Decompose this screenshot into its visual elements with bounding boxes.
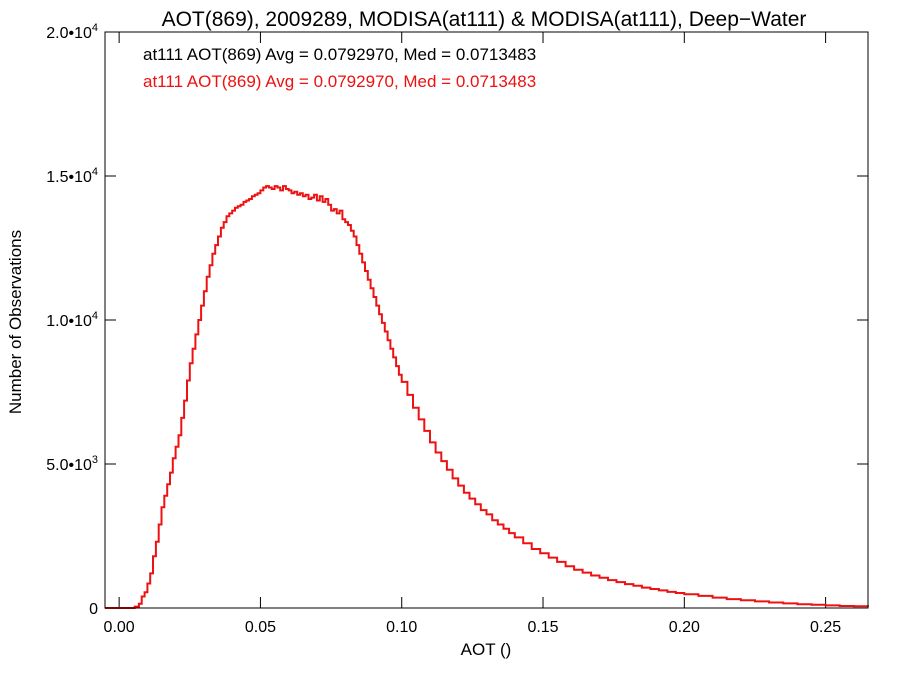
- y-tick-mantissa: 1.0•10: [46, 313, 92, 330]
- stats-annotation: at111 AOT(869) Avg = 0.0792970, Med = 0.…: [143, 72, 536, 91]
- x-axis: 0.00 0.05 0.10 0.15 0.20 0.25: [104, 32, 841, 636]
- x-tick-label: 0.25: [810, 619, 841, 636]
- histogram-series-line: [105, 185, 869, 609]
- chart-title: AOT(869), 2009289, MODISA(at111) & MODIS…: [162, 8, 807, 31]
- x-tick-label: 0.05: [245, 619, 276, 636]
- y-tick-mantissa: 1.5•10: [46, 169, 92, 186]
- y-tick-label: 1.5•104: [46, 166, 98, 186]
- x-tick-label: 0.00: [104, 619, 135, 636]
- y-axis-label: Number of Observations: [6, 230, 25, 414]
- x-tick-label: 0.15: [527, 619, 558, 636]
- y-tick-label: 5.0•103: [46, 454, 98, 474]
- stats-annotation: at111 AOT(869) Avg = 0.0792970, Med = 0.…: [143, 45, 536, 64]
- plot-frame: [104, 31, 869, 609]
- y-tick-exponent: 3: [92, 454, 98, 466]
- y-tick-mantissa: 0: [89, 601, 98, 618]
- x-tick-label: 0.10: [386, 619, 417, 636]
- y-tick-mantissa: 2.0•10: [46, 25, 92, 42]
- y-tick-mantissa: 5.0•10: [46, 457, 92, 474]
- annotation-group: at111 AOT(869) Avg = 0.0792970, Med = 0.…: [143, 45, 536, 91]
- x-tick-label: 0.20: [669, 619, 700, 636]
- y-tick-exponent: 4: [92, 310, 98, 322]
- y-tick-label: 2.0•104: [46, 22, 98, 42]
- y-tick-label: 1.0•104: [46, 310, 98, 330]
- x-axis-label: AOT (): [461, 640, 512, 659]
- y-tick-label: 0: [89, 601, 98, 618]
- y-tick-exponent: 4: [92, 22, 98, 34]
- y-tick-exponent: 4: [92, 166, 98, 178]
